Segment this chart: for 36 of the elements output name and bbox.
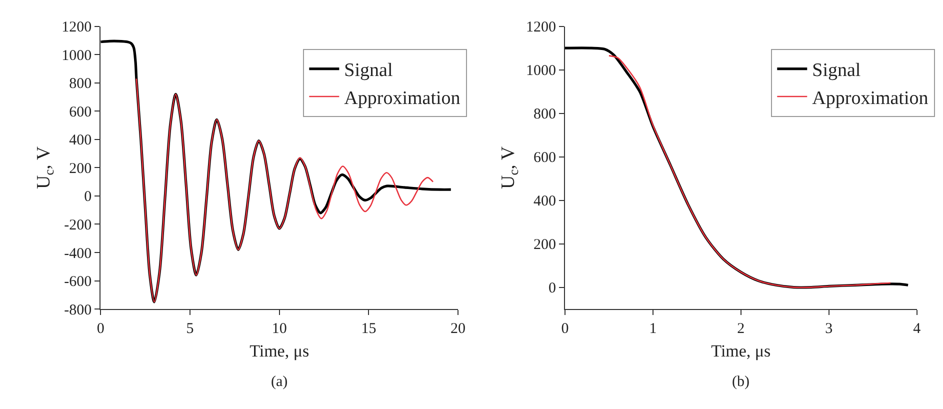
legend-label: Approximation bbox=[812, 88, 929, 109]
y-tick-label: 400 bbox=[533, 194, 556, 210]
y-tick-label: 400 bbox=[69, 132, 92, 149]
legend-label: Signal bbox=[344, 60, 393, 82]
y-tick-label: 0 bbox=[84, 189, 92, 206]
x-axis-title: Time, μs bbox=[711, 341, 771, 360]
y-tick-label: 1000 bbox=[526, 63, 556, 80]
y-tick-label: 1200 bbox=[526, 20, 556, 36]
x-tick-label: 0 bbox=[561, 321, 569, 338]
x-tick-label: 2 bbox=[737, 321, 745, 338]
y-tick-label: -800 bbox=[64, 302, 92, 318]
y-tick-label: 800 bbox=[533, 106, 556, 123]
text: (a) bbox=[271, 374, 288, 390]
x-tick-label: 4 bbox=[913, 321, 922, 338]
y-tick-label: -200 bbox=[64, 217, 92, 234]
x-tick-label: 15 bbox=[361, 321, 376, 338]
x-tick-label: 1 bbox=[649, 321, 657, 338]
x-tick-label: 0 bbox=[96, 321, 104, 338]
y-tick-label: 1200 bbox=[62, 20, 92, 36]
x-tick-label: 20 bbox=[450, 321, 466, 338]
text: (b) bbox=[732, 374, 750, 390]
x-tick-label: 3 bbox=[825, 321, 833, 338]
y-tick-label: -600 bbox=[64, 274, 92, 290]
x-tick-label: 10 bbox=[272, 321, 287, 338]
legend-label: Signal bbox=[812, 60, 861, 82]
y-tick-label: 200 bbox=[69, 160, 92, 177]
y-tick-label: 600 bbox=[533, 150, 556, 166]
y-tick-label: 0 bbox=[548, 280, 556, 297]
y-tick-label: 600 bbox=[69, 104, 92, 120]
y-tick-label: 1000 bbox=[62, 48, 92, 64]
legend-label: Approximation bbox=[344, 88, 461, 109]
y-tick-label: 800 bbox=[69, 76, 92, 92]
y-tick-label: 200 bbox=[533, 237, 556, 254]
x-axis-title: Time, μs bbox=[250, 341, 310, 360]
y-tick-label: -400 bbox=[64, 246, 92, 262]
x-tick-label: 5 bbox=[186, 321, 194, 338]
